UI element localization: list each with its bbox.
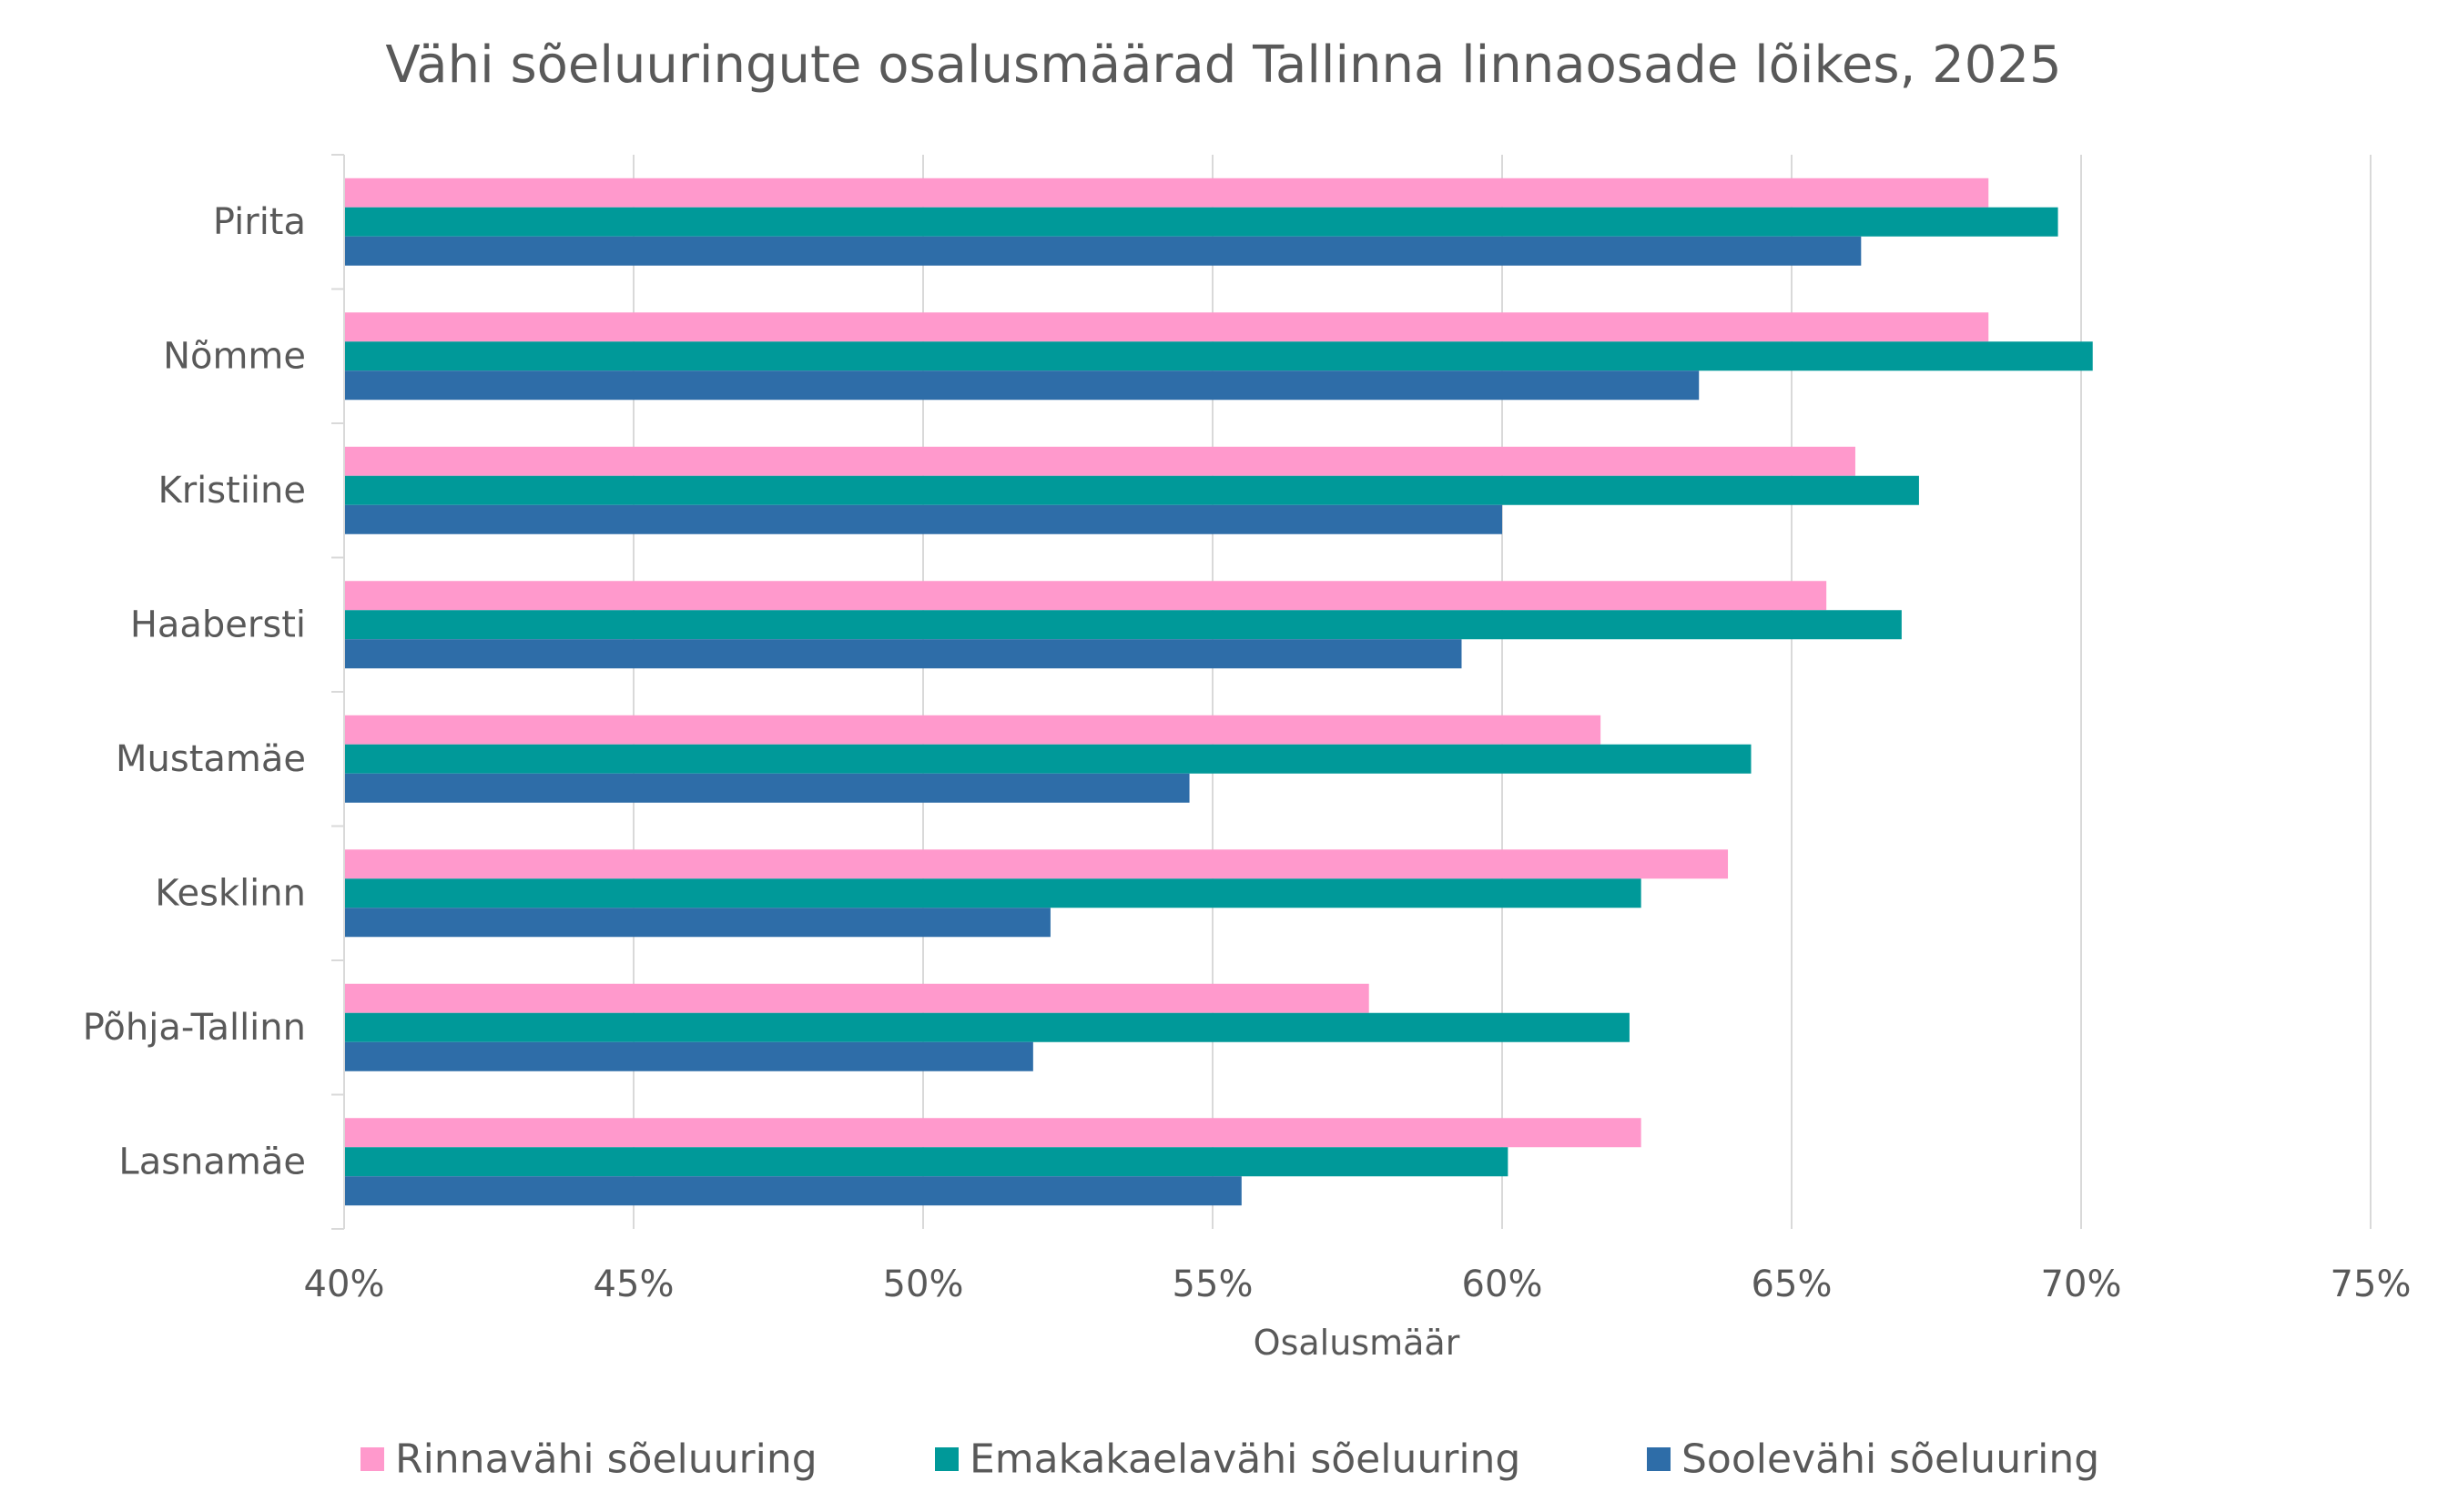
bar <box>344 341 2093 371</box>
x-axis-title: Osalusmäär <box>1254 1323 1460 1363</box>
legend-swatch <box>935 1447 959 1471</box>
category-label: Nõmme <box>163 335 306 377</box>
x-tick-label: 45% <box>594 1263 675 1305</box>
x-tick-label: 65% <box>1752 1263 1833 1305</box>
legend-swatch <box>1647 1447 1671 1471</box>
category-label: Kristiine <box>158 470 307 512</box>
category-label: Haabersti <box>130 604 306 645</box>
legend-label: Rinnavähi sõeluuring <box>395 1436 818 1483</box>
bar <box>344 849 1729 879</box>
category-label: Mustamäe <box>116 738 306 780</box>
bar <box>344 446 1855 476</box>
x-tick-label: 70% <box>2041 1263 2122 1305</box>
x-tick-label: 50% <box>883 1263 964 1305</box>
chart-title: Vähi sõeluuringute osalusmäärad Tallinna… <box>385 36 2061 95</box>
bar <box>344 178 1989 208</box>
bar <box>344 1041 1033 1071</box>
axes: Pirita Nõmme Kristiine Haabersti Mustamäe Kes… <box>83 154 2412 1305</box>
x-tick-label: 75% <box>2331 1263 2412 1305</box>
legend: Rinnavähi sõeluuring Emakakaelavähi sõelu… <box>361 1436 2099 1483</box>
bar <box>344 773 1190 803</box>
bar <box>344 370 1700 401</box>
bar <box>344 312 1989 342</box>
x-tick-label: 40% <box>304 1263 385 1305</box>
bar <box>344 236 1862 266</box>
category-label: Pirita <box>213 201 306 243</box>
x-tick-label: 55% <box>1173 1263 1254 1305</box>
bar <box>344 610 1902 640</box>
bar <box>344 744 1752 774</box>
bar <box>344 908 1051 938</box>
bar <box>344 1118 1641 1148</box>
bar <box>344 581 1827 611</box>
x-tick-label: 60% <box>1462 1263 1543 1305</box>
legend-label: Emakakaelavähi sõeluuring <box>970 1436 1520 1483</box>
bar <box>344 1176 1242 1206</box>
bar <box>344 715 1601 745</box>
category-label: Kesklinn <box>155 872 306 914</box>
bars <box>344 178 2093 1206</box>
legend-swatch <box>361 1447 384 1471</box>
bar <box>344 878 1641 908</box>
legend-label: Soolevähi sõeluuring <box>1681 1436 2099 1483</box>
bar <box>344 1012 1630 1042</box>
category-label: Põhja-Tallinn <box>83 1007 306 1049</box>
bar <box>344 639 1462 669</box>
bar <box>344 1147 1508 1177</box>
category-label: Lasnamäe <box>118 1141 306 1182</box>
bar <box>344 504 1502 534</box>
bar <box>344 207 2058 237</box>
bar <box>344 475 1919 505</box>
bar <box>344 983 1369 1013</box>
